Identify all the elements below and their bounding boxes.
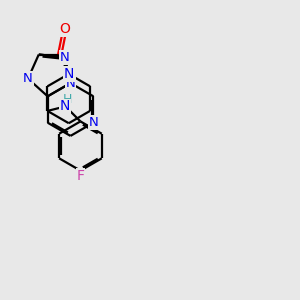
Text: N: N: [88, 116, 98, 129]
Text: N: N: [60, 51, 70, 64]
Text: O: O: [59, 22, 70, 36]
Text: N: N: [60, 99, 70, 113]
Text: F: F: [76, 169, 85, 183]
Text: H: H: [62, 93, 72, 106]
Text: N: N: [66, 76, 75, 90]
Text: N: N: [23, 72, 33, 85]
Text: N: N: [64, 67, 74, 81]
